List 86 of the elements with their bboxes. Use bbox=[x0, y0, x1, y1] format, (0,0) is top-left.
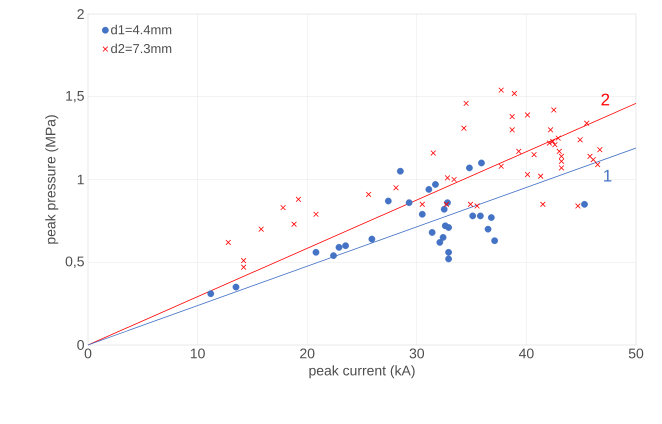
point bbox=[512, 90, 518, 96]
point bbox=[330, 252, 337, 260]
point bbox=[396, 168, 404, 175]
point bbox=[466, 164, 473, 172]
y-tick-label: 1,5 bbox=[66, 91, 84, 102]
point bbox=[509, 114, 515, 120]
x-tick-label: 0 bbox=[84, 348, 92, 358]
point bbox=[524, 112, 530, 118]
legend-label: d2=7.3mm bbox=[111, 44, 172, 54]
x-tick-label: 30 bbox=[410, 348, 424, 358]
point bbox=[540, 202, 546, 208]
point bbox=[550, 138, 556, 144]
y-axis-title: peak pressure (MPa) bbox=[45, 115, 58, 244]
y-tick-label: 0,5 bbox=[66, 256, 84, 268]
point bbox=[548, 127, 554, 133]
point bbox=[440, 206, 448, 213]
x-axis-title: peak current (kA) bbox=[309, 365, 415, 378]
point bbox=[393, 184, 399, 191]
point bbox=[577, 136, 583, 143]
point bbox=[366, 192, 372, 198]
point bbox=[551, 107, 557, 113]
point bbox=[419, 202, 426, 208]
point bbox=[312, 248, 320, 256]
point bbox=[436, 239, 444, 246]
point bbox=[594, 162, 600, 168]
point bbox=[406, 199, 413, 206]
point bbox=[538, 173, 544, 179]
point bbox=[445, 256, 452, 262]
point bbox=[584, 120, 590, 126]
point bbox=[207, 290, 214, 298]
point bbox=[476, 212, 484, 220]
point bbox=[368, 236, 376, 242]
point bbox=[524, 172, 530, 178]
point bbox=[469, 212, 476, 220]
point bbox=[384, 198, 392, 204]
y-tick-label: 1 bbox=[78, 174, 84, 184]
x-tick-label: 10 bbox=[190, 348, 205, 358]
point bbox=[418, 210, 426, 218]
point bbox=[445, 224, 452, 231]
x-tick-label: 50 bbox=[628, 348, 644, 358]
point bbox=[291, 221, 297, 227]
annotation: 1 bbox=[604, 170, 612, 182]
point bbox=[509, 127, 515, 133]
point bbox=[428, 229, 436, 236]
point bbox=[555, 135, 561, 141]
point bbox=[531, 152, 537, 158]
point bbox=[440, 234, 446, 241]
point bbox=[516, 148, 522, 154]
legend-label: d1=4.4mm bbox=[111, 24, 172, 34]
y-tick-label: 2 bbox=[77, 9, 84, 19]
point bbox=[484, 226, 492, 233]
point bbox=[444, 202, 450, 208]
point bbox=[575, 203, 581, 209]
point bbox=[498, 87, 504, 93]
point bbox=[488, 214, 495, 221]
point bbox=[296, 196, 302, 202]
point bbox=[342, 242, 349, 250]
point bbox=[240, 264, 246, 270]
annotation: 2 bbox=[601, 94, 610, 106]
point bbox=[313, 211, 319, 218]
point bbox=[558, 158, 564, 164]
point bbox=[226, 240, 232, 246]
point bbox=[597, 146, 603, 152]
point bbox=[425, 186, 432, 193]
point bbox=[558, 154, 564, 160]
point bbox=[556, 148, 562, 154]
point bbox=[336, 244, 342, 251]
point bbox=[240, 258, 246, 264]
point bbox=[558, 165, 564, 171]
point bbox=[590, 156, 596, 162]
point bbox=[461, 125, 467, 131]
point bbox=[258, 226, 264, 232]
point bbox=[581, 200, 588, 208]
point bbox=[478, 160, 485, 166]
point bbox=[445, 248, 452, 256]
point bbox=[463, 100, 469, 106]
x-tick-label: 40 bbox=[518, 348, 534, 358]
point bbox=[232, 284, 240, 290]
point bbox=[432, 181, 439, 188]
point bbox=[491, 237, 498, 244]
point bbox=[430, 150, 436, 156]
point bbox=[498, 163, 504, 170]
x-tick-label: 20 bbox=[300, 348, 314, 358]
y-tick-label: 0 bbox=[77, 340, 84, 350]
point bbox=[280, 204, 286, 210]
point bbox=[587, 154, 593, 160]
